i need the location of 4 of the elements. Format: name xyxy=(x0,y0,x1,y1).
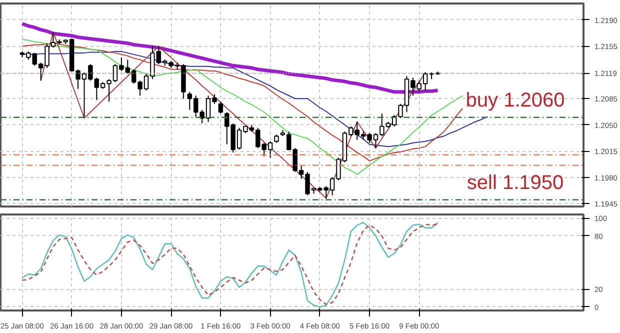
ref-line-label: buy 1.2060 xyxy=(466,89,565,112)
ref-line-label: sell 1.1950 xyxy=(466,172,564,194)
candlestick xyxy=(218,101,224,114)
line-series xyxy=(20,22,440,94)
